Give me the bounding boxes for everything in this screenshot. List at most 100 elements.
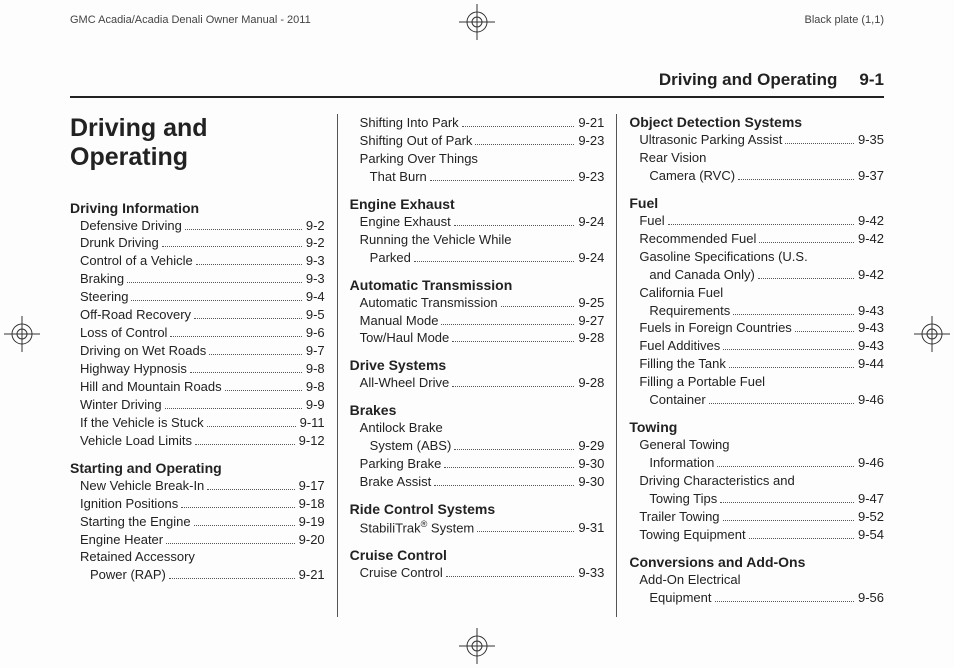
toc-entry-page: 9-23 — [576, 168, 604, 186]
toc-entry: New Vehicle Break-In9-17 — [70, 477, 325, 495]
toc-leader-dots — [170, 336, 301, 337]
toc-entry-label: Power (RAP) — [70, 566, 166, 584]
toc-entry-label: Retained Accessory — [70, 548, 195, 566]
toc-entry-page: 9-12 — [297, 432, 325, 450]
toc-leader-dots — [196, 264, 302, 265]
toc-leader-dots — [723, 349, 854, 350]
toc-entry-label: Shifting Into Park — [350, 114, 459, 132]
toc-entry-label: Information — [629, 454, 714, 472]
crop-mark-right-icon — [914, 316, 950, 352]
toc-entry-page: 9-44 — [856, 355, 884, 373]
section-title: Starting and Operating — [70, 460, 325, 476]
toc-section: Automatic TransmissionAutomatic Transmis… — [350, 277, 605, 348]
toc-entry-label: Towing Tips — [629, 490, 717, 508]
page-content: Driving and Operating9-1 Driving and Ope… — [70, 70, 884, 628]
toc-entry: Highway Hypnosis9-8 — [70, 360, 325, 378]
toc-entry-label: Steering — [70, 288, 128, 306]
toc-entry: Equipment9-56 — [629, 589, 884, 607]
toc-leader-dots — [723, 520, 854, 521]
toc-entry-page: 9-27 — [576, 312, 604, 330]
toc-entry-page: 9-4 — [304, 288, 325, 306]
toc-section: FuelFuel9-42Recommended Fuel9-42Gasoline… — [629, 195, 884, 409]
toc-section: Object Detection SystemsUltrasonic Parki… — [629, 114, 884, 185]
toc-entry: Winter Driving9-9 — [70, 396, 325, 414]
crop-mark-left-icon — [4, 316, 40, 352]
toc-leader-dots — [446, 576, 575, 577]
toc-entry-label: If the Vehicle is Stuck — [70, 414, 204, 432]
toc-entry-page: 9-35 — [856, 131, 884, 149]
toc-leader-dots — [738, 179, 854, 180]
toc-entry: Fuels in Foreign Countries9-43 — [629, 319, 884, 337]
toc-section: Driving InformationDefensive Driving9-2D… — [70, 200, 325, 450]
toc-entry: Filling a Portable Fuel — [629, 373, 884, 391]
toc-entry-page: 9-52 — [856, 508, 884, 526]
toc-entry-label: Parking Over Things — [350, 150, 478, 168]
section-title: Ride Control Systems — [350, 501, 605, 517]
toc-entry: Loss of Control9-6 — [70, 324, 325, 342]
toc-entry-label: Ultrasonic Parking Assist — [629, 131, 782, 149]
toc-section: TowingGeneral TowingInformation9-46Drivi… — [629, 419, 884, 544]
toc-entry: and Canada Only)9-42 — [629, 266, 884, 284]
toc-entry: Drunk Driving9-2 — [70, 234, 325, 252]
toc-entry-label: Vehicle Load Limits — [70, 432, 192, 450]
toc-entry-label: and Canada Only) — [629, 266, 755, 284]
toc-entry-label: Tow/Haul Mode — [350, 329, 450, 347]
toc-leader-dots — [441, 324, 574, 325]
toc-leader-dots — [720, 502, 854, 503]
toc-leader-dots — [434, 485, 574, 486]
toc-entry-page: 9-21 — [576, 114, 604, 132]
toc-entry: Recommended Fuel9-42 — [629, 230, 884, 248]
toc-entry: Towing Tips 9-47 — [629, 490, 884, 508]
toc-leader-dots — [501, 306, 575, 307]
toc-entry: Fuel9-42 — [629, 212, 884, 230]
toc-entry: Brake Assist9-30 — [350, 473, 605, 491]
toc-entry-label: Defensive Driving — [70, 217, 182, 235]
toc-leader-dots — [195, 444, 295, 445]
toc-entry: Trailer Towing 9-52 — [629, 508, 884, 526]
toc-leader-dots — [729, 367, 854, 368]
toc-entry-page: 9-31 — [576, 519, 604, 537]
toc-entry: Camera (RVC)9-37 — [629, 167, 884, 185]
section-title: Object Detection Systems — [629, 114, 884, 130]
toc-entry-page: 9-3 — [304, 270, 325, 288]
toc-leader-dots — [181, 507, 294, 508]
toc-column: Object Detection SystemsUltrasonic Parki… — [617, 114, 884, 617]
toc-entry: Driving Characteristics and — [629, 472, 884, 490]
section-title: Fuel — [629, 195, 884, 211]
section-title: Drive Systems — [350, 357, 605, 373]
toc-entry: Driving on Wet Roads9-7 — [70, 342, 325, 360]
toc-entry: Rear Vision — [629, 149, 884, 167]
toc-entry-page: 9-43 — [856, 337, 884, 355]
toc-entry: Fuel Additives9-43 — [629, 337, 884, 355]
toc-entry-label: Towing Equipment — [629, 526, 745, 544]
toc-leader-dots — [462, 126, 575, 127]
toc-leader-dots — [162, 246, 302, 247]
toc-entry-label: Drunk Driving — [70, 234, 159, 252]
toc-leader-dots — [414, 261, 574, 262]
toc-entry: Retained Accessory — [70, 548, 325, 566]
toc-entry-label: Parked — [350, 249, 411, 267]
toc-entry: Cruise Control9-33 — [350, 564, 605, 582]
toc-entry: Braking9-3 — [70, 270, 325, 288]
toc-entry-page: 9-6 — [304, 324, 325, 342]
toc-leader-dots — [190, 372, 302, 373]
toc-entry-label: Camera (RVC) — [629, 167, 735, 185]
print-header-left: GMC Acadia/Acadia Denali Owner Manual - … — [70, 14, 311, 26]
toc-entry-page: 9-47 — [856, 490, 884, 508]
toc-entry-page: 9-8 — [304, 378, 325, 396]
toc-columns: Driving and OperatingDriving Information… — [70, 114, 884, 617]
toc-entry: Tow/Haul Mode9-28 — [350, 329, 605, 347]
toc-entry-label: California Fuel — [629, 284, 723, 302]
toc-entry-page: 9-24 — [576, 213, 604, 231]
toc-leader-dots — [733, 314, 854, 315]
toc-leader-dots — [165, 408, 302, 409]
toc-leader-dots — [477, 531, 574, 532]
toc-leader-dots — [454, 225, 575, 226]
toc-entry-page: 9-18 — [297, 495, 325, 513]
toc-entry-label: Fuels in Foreign Countries — [629, 319, 791, 337]
toc-leader-dots — [131, 300, 301, 301]
toc-entry-label: Trailer Towing — [629, 508, 719, 526]
toc-section: Drive SystemsAll-Wheel Drive9-28 — [350, 357, 605, 392]
toc-leader-dots — [452, 386, 574, 387]
toc-entry: Steering 9-4 — [70, 288, 325, 306]
